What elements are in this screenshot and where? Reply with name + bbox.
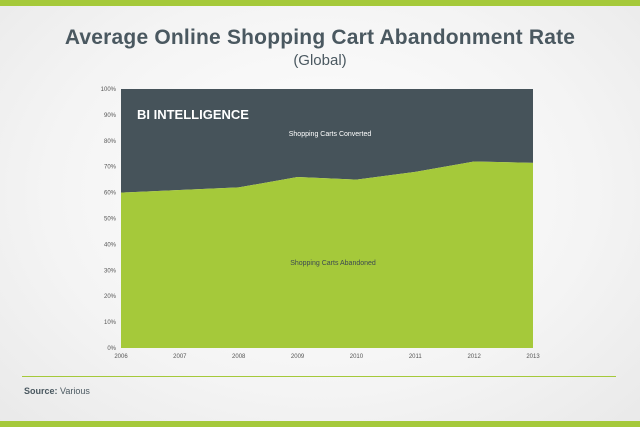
x-axis-tick-labels: 2006 2007 2008 2009 2010 2011 2012 2013 [114,354,540,360]
y-tick-label: 20% [104,294,117,300]
series-label-converted: Shopping Carts Converted [289,131,372,138]
bi-intelligence-watermark: BI INTELLIGENCE [137,107,249,122]
y-tick-label: 90% [104,113,117,119]
y-axis-tick-labels: 0% 10% 20% 30% 40% 50% 60% 70% 80% 90% 100% [101,87,117,352]
y-tick-label: 60% [104,191,117,197]
series-label-abandoned: Shopping Carts Abandoned [290,260,376,267]
top-accent-bar [0,0,640,6]
source-note: Source: Various [24,386,90,396]
y-tick-label: 100% [101,87,117,93]
y-tick-label: 40% [104,242,117,248]
y-tick-label: 80% [104,139,117,145]
y-tick-label: 70% [104,165,117,171]
area-shopping-carts-abandoned [121,161,533,348]
x-tick-label: 2008 [232,354,246,360]
x-tick-label: 2013 [526,354,540,360]
chart-subtitle: (Global) [293,52,347,69]
x-tick-label: 2012 [467,354,481,360]
x-tick-label: 2010 [350,354,364,360]
y-tick-label: 30% [104,268,117,274]
y-tick-label: 50% [104,217,117,223]
chart-areas [121,89,533,348]
y-tick-label: 10% [104,320,117,326]
y-tick-label: 0% [107,346,116,352]
divider-line [22,376,616,377]
chart-title: Average Online Shopping Cart Abandonment… [64,26,576,49]
area-chart: 0%10%20%30%40%50%60%70%80%90%100% 2006 20… [101,87,541,360]
area-shopping-carts-converted [121,89,533,193]
x-tick-label: 2007 [173,354,187,360]
bottom-accent-bar [0,421,640,427]
source-value: Various [60,386,90,396]
x-tick-label: 2011 [409,354,423,360]
x-tick-label: 2009 [291,354,305,360]
x-tick-label: 2006 [114,354,128,360]
source-label: Source: [24,386,58,396]
